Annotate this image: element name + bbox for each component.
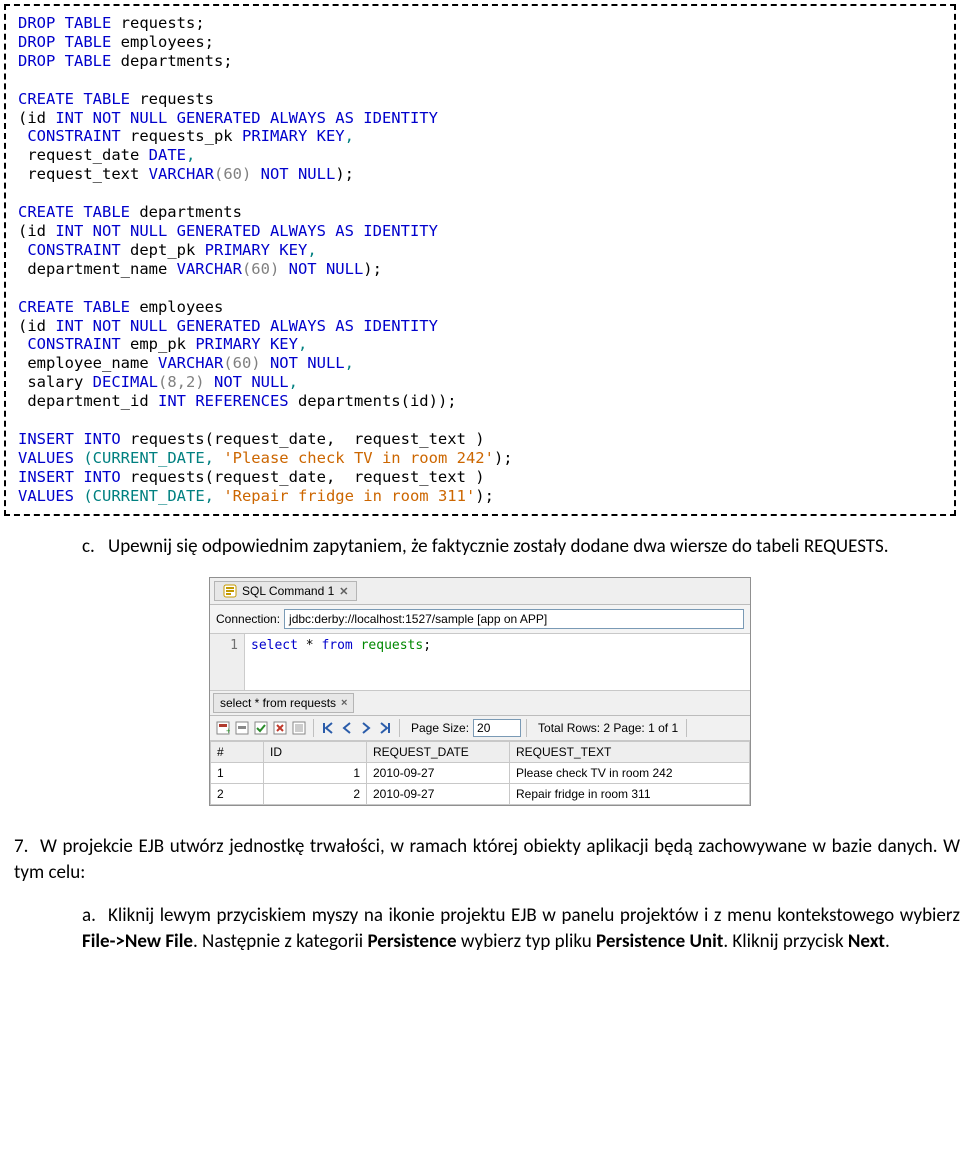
- connection-bar: Connection: jdbc:derby://localhost:1527/…: [210, 605, 750, 634]
- total-rows-label: Total Rows: 2 Page: 1 of 1: [538, 721, 678, 735]
- list-text-c: Upewnij się odpowiednim zapytaniem, że f…: [108, 535, 888, 558]
- sql-editor-window: SQL Command 1 ✕ Connection: jdbc:derby:/…: [209, 577, 751, 806]
- connection-value: jdbc:derby://localhost:1527/sample [app …: [289, 612, 547, 626]
- tab-label: SQL Command 1: [242, 584, 334, 598]
- page-size-input[interactable]: [473, 719, 521, 737]
- close-icon[interactable]: ×: [341, 697, 347, 709]
- close-icon[interactable]: ✕: [339, 585, 348, 598]
- cancel-icon[interactable]: [271, 719, 289, 737]
- col-text[interactable]: REQUEST_TEXT: [510, 742, 750, 763]
- code: DROP TABLE: [18, 14, 111, 32]
- last-page-icon[interactable]: [376, 719, 394, 737]
- results-table: # ID REQUEST_DATE REQUEST_TEXT 1 1 2010-…: [210, 741, 750, 805]
- col-date[interactable]: REQUEST_DATE: [367, 742, 510, 763]
- separator: [313, 719, 314, 737]
- truncate-icon[interactable]: [290, 719, 308, 737]
- tab-sql-command[interactable]: SQL Command 1 ✕: [214, 581, 357, 601]
- first-page-icon[interactable]: [319, 719, 337, 737]
- next-page-icon[interactable]: [357, 719, 375, 737]
- editor-content: select * from requests;: [245, 634, 437, 690]
- result-tab-label: select * from requests: [220, 696, 336, 710]
- results-toolbar: + Page Size: Total Rows: 2 Page: 1 of 1: [210, 716, 750, 741]
- sql-icon: [223, 584, 237, 598]
- col-id[interactable]: ID: [264, 742, 367, 763]
- separator: [399, 719, 400, 737]
- list-text-7: W projekcie EJB utwórz jednostkę trwałoś…: [14, 835, 960, 884]
- separator: [686, 719, 687, 737]
- list-item-a: a.Kliknij lewym przyciskiem myszy na iko…: [0, 903, 960, 954]
- insert-row-icon[interactable]: +: [214, 719, 232, 737]
- page-size-label: Page Size:: [411, 721, 469, 735]
- sql-editor[interactable]: 1 select * from requests;: [210, 634, 750, 691]
- connection-label: Connection:: [216, 612, 280, 626]
- commit-icon[interactable]: [252, 719, 270, 737]
- table-header: # ID REQUEST_DATE REQUEST_TEXT: [211, 742, 750, 763]
- line-gutter: 1: [210, 634, 245, 690]
- table-row[interactable]: 2 2 2010-09-27 Repair fridge in room 311: [211, 784, 750, 805]
- svg-text:+: +: [226, 726, 230, 735]
- list-label-a: a.: [82, 903, 108, 929]
- delete-row-icon[interactable]: [233, 719, 251, 737]
- connection-dropdown[interactable]: jdbc:derby://localhost:1527/sample [app …: [284, 609, 744, 629]
- prev-page-icon[interactable]: [338, 719, 356, 737]
- result-tab-bar: select * from requests ×: [210, 691, 750, 716]
- list-item-c: c.Upewnij się odpowiednim zapytaniem, że…: [0, 534, 960, 560]
- col-rownum[interactable]: #: [211, 742, 264, 763]
- list-label-7: 7.: [14, 834, 40, 860]
- list-item-7: 7.W projekcie EJB utwórz jednostkę trwał…: [0, 834, 960, 885]
- separator: [526, 719, 527, 737]
- table-row[interactable]: 1 1 2010-09-27 Please check TV in room 2…: [211, 763, 750, 784]
- list-label-c: c.: [82, 534, 108, 560]
- sql-code-block: DROP TABLE requests; DROP TABLE employee…: [4, 4, 956, 516]
- tab-bar: SQL Command 1 ✕: [210, 578, 750, 605]
- result-tab[interactable]: select * from requests ×: [213, 693, 354, 713]
